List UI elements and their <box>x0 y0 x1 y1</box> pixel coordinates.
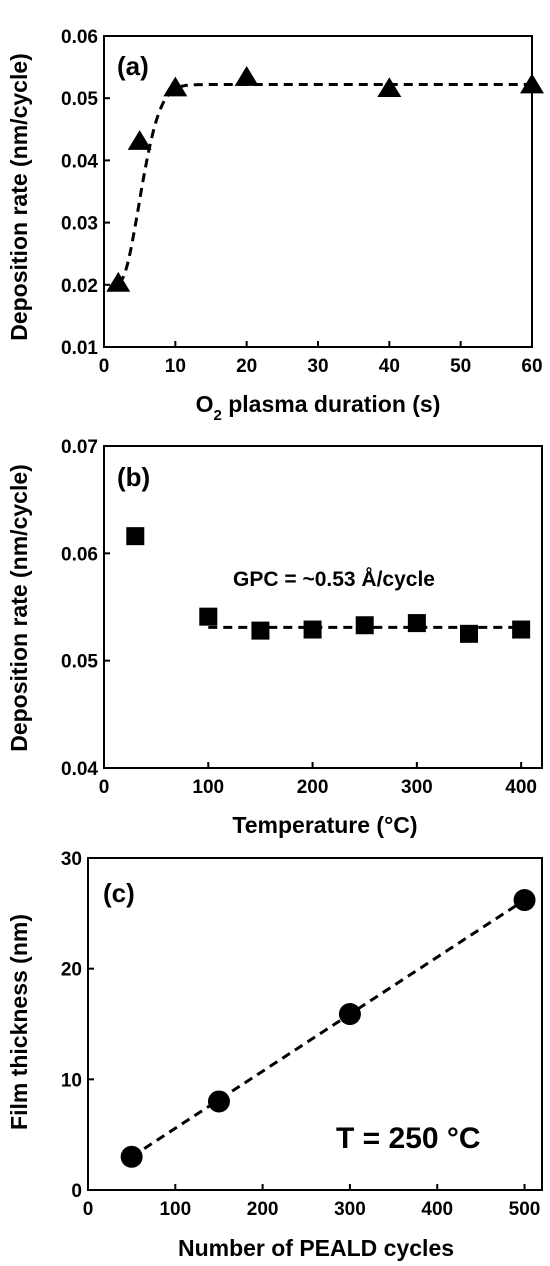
x-tick-label: 300 <box>401 777 433 798</box>
data-point-circle <box>338 1003 361 1026</box>
x-tick-label: 50 <box>450 356 471 377</box>
panel-c-xlabel: Number of PEALD cycles <box>178 1235 454 1261</box>
data-point-circle <box>513 889 536 912</box>
x-tick-label: 20 <box>236 356 257 377</box>
panel-b: Deposition rate (nm/cycle) Temperature (… <box>6 437 543 838</box>
data-point-square <box>126 527 145 546</box>
x-tick-label: 0 <box>99 356 110 377</box>
y-tick-label: 0.06 <box>61 544 98 565</box>
plot-frame <box>103 35 533 348</box>
fit-line <box>130 898 526 1159</box>
panel-c-ylabel: Film thickness (nm) <box>6 914 32 1130</box>
data-point-circle <box>207 1090 230 1113</box>
data-point-circle <box>120 1145 143 1168</box>
panel-a-xlabel-sub: 2 <box>214 407 222 424</box>
x-tick-label: 400 <box>421 1199 453 1220</box>
data-point-triangle <box>377 77 402 98</box>
plot-frame <box>103 445 543 769</box>
panel-b-annotation: GPC = ~0.53 Å/cycle <box>233 567 435 591</box>
y-tick-label: 0.02 <box>61 276 98 297</box>
data-point-triangle <box>127 130 152 150</box>
x-tick-label: 300 <box>334 1199 366 1220</box>
panel-a-xlabel-main: O <box>196 391 214 417</box>
y-tick-label: 0.03 <box>61 214 98 235</box>
x-tick-label: 200 <box>297 777 329 798</box>
y-tick-label: 0.05 <box>61 652 98 673</box>
y-tick-label: 0.05 <box>61 89 98 110</box>
fit-line <box>117 83 532 285</box>
y-tick-label: 0.07 <box>61 437 98 458</box>
panel-a-ylabel: Deposition rate (nm/cycle) <box>6 53 32 341</box>
panel-c-label: (c) <box>103 878 135 908</box>
data-point-triangle <box>520 73 544 94</box>
y-tick-label: 0.04 <box>61 151 98 172</box>
panel-c: Film thickness (nm) Number of PEALD cycl… <box>6 849 543 1261</box>
x-tick-label: 400 <box>505 777 537 798</box>
y-tick-label: 0.01 <box>61 338 98 359</box>
y-tick-label: 10 <box>61 1070 82 1091</box>
y-tick-label: 0.06 <box>61 27 98 48</box>
y-tick-label: 0 <box>71 1181 82 1202</box>
data-point-triangle <box>163 76 188 97</box>
x-tick-label: 100 <box>159 1199 191 1220</box>
data-point-square <box>251 621 270 640</box>
data-point-square <box>460 624 478 643</box>
panel-a-label: (a) <box>117 51 149 81</box>
data-point-square <box>512 620 531 639</box>
y-tick-label: 0.04 <box>61 759 98 780</box>
y-tick-label: 30 <box>61 849 82 870</box>
x-tick-label: 60 <box>521 356 542 377</box>
data-point-triangle <box>106 271 131 292</box>
data-point-square <box>355 616 374 635</box>
data-point-square <box>199 607 218 626</box>
panel-c-annotation: T = 250 °C <box>336 1122 481 1155</box>
data-point-square <box>303 620 322 639</box>
panel-b-xlabel: Temperature (°C) <box>232 812 417 838</box>
x-tick-label: 100 <box>192 777 224 798</box>
x-tick-label: 30 <box>307 356 328 377</box>
x-tick-label: 0 <box>99 777 110 798</box>
panel-b-ylabel: Deposition rate (nm/cycle) <box>6 464 32 752</box>
panel-a-xlabel: O2 plasma duration (s) <box>196 391 441 424</box>
panel-b-label: (b) <box>117 462 150 492</box>
plot-frame <box>87 857 543 1191</box>
data-point-square <box>407 614 426 633</box>
x-tick-label: 10 <box>165 356 186 377</box>
panel-a: Deposition rate (nm/cycle) O2 plasma dur… <box>6 27 544 424</box>
x-tick-label: 200 <box>247 1199 279 1220</box>
x-tick-label: 500 <box>509 1199 541 1220</box>
data-point-triangle <box>234 66 259 86</box>
panel-a-xlabel-rest: plasma duration (s) <box>222 391 441 417</box>
x-tick-label: 40 <box>379 356 400 377</box>
y-tick-label: 20 <box>61 960 82 981</box>
x-tick-label: 0 <box>83 1199 94 1220</box>
